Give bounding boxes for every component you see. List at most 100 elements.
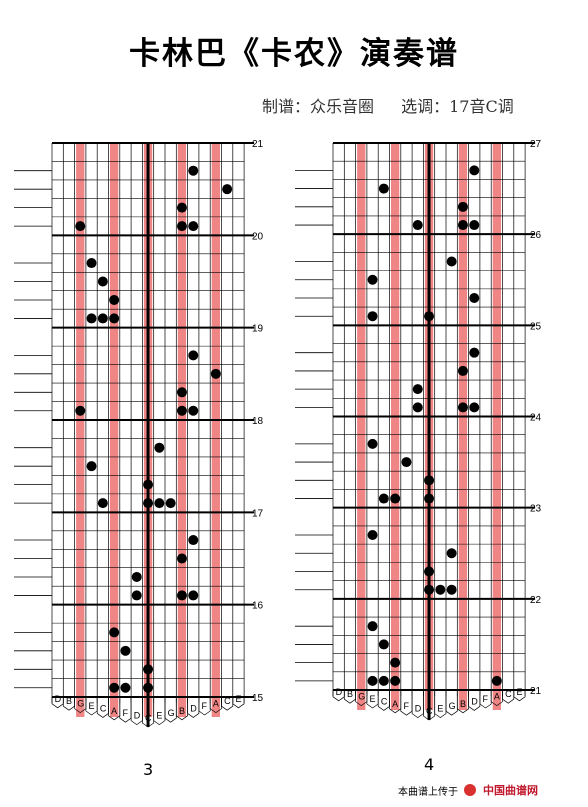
note-dot <box>367 675 378 686</box>
note-dot <box>491 675 502 686</box>
highlight-tine <box>110 143 119 717</box>
notation-credit: 制谱：众乐音圈 <box>262 97 375 116</box>
note-dot <box>154 498 165 509</box>
note-dot <box>424 566 435 577</box>
site-logo-icon <box>464 784 476 796</box>
note-dot <box>390 657 401 668</box>
note-dot <box>176 202 187 213</box>
measure-number: 24 <box>530 413 542 424</box>
key-label: F <box>403 701 409 711</box>
note-dot <box>367 438 378 449</box>
note-dot <box>378 493 389 504</box>
note-dot <box>367 311 378 322</box>
highlight-tine <box>357 143 366 710</box>
footer-credit: 本曲谱上传于 中国曲谱网 <box>398 782 538 798</box>
note-dot <box>469 292 480 303</box>
measure-number: 17 <box>252 508 264 519</box>
note-dot <box>97 313 108 324</box>
note-dot <box>412 402 423 413</box>
note-dot <box>75 405 86 416</box>
note-dot <box>446 548 457 559</box>
measure-number: 20 <box>252 231 264 242</box>
note-dot <box>143 479 154 490</box>
key-label: G <box>168 708 175 718</box>
measure-number: 23 <box>530 504 542 515</box>
note-dot <box>367 530 378 541</box>
highlight-tine <box>458 143 468 710</box>
key-label: B <box>460 699 466 709</box>
score-subtitle: 制谱：众乐音圈 选调：17音C调 <box>262 93 536 117</box>
note-dot <box>188 590 199 601</box>
note-dot <box>188 405 199 416</box>
note-dot <box>131 590 142 601</box>
note-dot <box>188 221 199 232</box>
note-dot <box>446 584 457 595</box>
note-dot <box>469 165 480 176</box>
key-label: B <box>179 706 185 716</box>
note-dot <box>412 220 423 231</box>
measure-number: 26 <box>530 230 542 241</box>
note-dot <box>188 535 199 546</box>
key-label: C <box>426 706 433 716</box>
note-dot <box>469 347 480 358</box>
note-dot <box>424 584 435 595</box>
key-label: F <box>202 701 208 711</box>
note-dot <box>176 405 187 416</box>
measure-number: 18 <box>252 416 264 427</box>
note-dot <box>86 313 97 324</box>
key-label: D <box>134 711 141 721</box>
footer-prefix: 本曲谱上传于 <box>398 786 458 798</box>
page-number: 4 <box>424 755 434 774</box>
note-dot <box>120 682 131 693</box>
key-label: E <box>156 711 162 721</box>
key-label: D <box>336 687 343 697</box>
key-label: D <box>471 696 478 706</box>
note-dot <box>378 639 389 650</box>
tine-end <box>232 697 245 709</box>
key-label: E <box>370 694 376 704</box>
note-dot <box>424 493 435 504</box>
key-label: F <box>122 708 128 718</box>
note-dot <box>176 553 187 564</box>
key-label: A <box>494 692 500 702</box>
note-dot <box>457 365 468 376</box>
measure-number: 22 <box>530 595 542 606</box>
measure-number: 21 <box>252 139 264 150</box>
note-dot <box>109 294 120 305</box>
note-dot <box>188 350 199 361</box>
key-label: A <box>111 706 117 716</box>
key-label: G <box>358 692 365 702</box>
key-label: C <box>224 696 231 706</box>
note-dot <box>86 461 97 472</box>
note-dot <box>424 475 435 486</box>
highlight-tine <box>211 143 220 717</box>
note-dot <box>457 402 468 413</box>
note-dot <box>154 442 165 453</box>
tine-end <box>513 690 526 702</box>
note-dot <box>176 590 187 601</box>
note-dot <box>109 627 120 638</box>
key-label: D <box>55 694 62 704</box>
key-label: E <box>235 694 241 704</box>
note-dot <box>390 675 401 686</box>
note-dot <box>97 498 108 509</box>
measure-number: 16 <box>252 601 264 612</box>
highlight-tine <box>177 143 187 717</box>
note-dot <box>176 221 187 232</box>
key-label: E <box>516 687 522 697</box>
note-dot <box>469 402 480 413</box>
note-dot <box>367 274 378 285</box>
key-label: D <box>190 703 197 713</box>
footer-site-name: 中国曲谱网 <box>483 784 538 797</box>
key-label: B <box>347 689 353 699</box>
note-dot <box>367 621 378 632</box>
note-dot <box>446 256 457 267</box>
note-dot <box>435 584 446 595</box>
score-title: 卡林巴《卡农》演奏谱 <box>129 36 459 72</box>
key-label: C <box>381 696 388 706</box>
note-dot <box>222 184 233 195</box>
note-dot <box>390 493 401 504</box>
key-label: D <box>415 704 422 714</box>
note-dot <box>109 682 120 693</box>
